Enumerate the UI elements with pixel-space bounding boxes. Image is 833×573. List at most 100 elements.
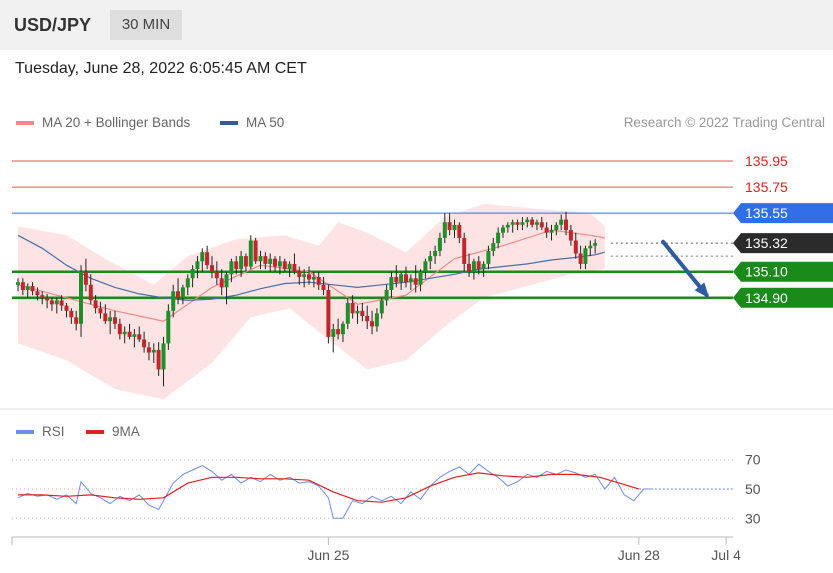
- candle-body: [137, 334, 142, 340]
- rsi-tick-label: 50: [745, 481, 761, 497]
- candle-body: [578, 253, 583, 264]
- candle-body: [481, 263, 486, 270]
- rsi-line: [17, 463, 654, 519]
- candle-body: [273, 258, 277, 267]
- timestamp: Tuesday, June 28, 2022 6:05:45 AM CET: [15, 60, 307, 77]
- candle-body: [345, 303, 350, 324]
- level-label-box: [733, 233, 833, 254]
- forecast-arrow: [661, 239, 709, 298]
- candle-body: [457, 224, 462, 238]
- candle-body: [224, 274, 229, 288]
- candle-body: [452, 224, 457, 231]
- candle-body: [374, 313, 379, 327]
- candle-body: [146, 347, 151, 353]
- candle-body: [234, 261, 239, 270]
- rsi-tick-label: 70: [745, 452, 761, 468]
- candle-body: [462, 237, 467, 264]
- candle-body: [229, 261, 234, 275]
- candle-body: [40, 295, 45, 298]
- candle-body: [214, 271, 219, 279]
- candle-body: [389, 277, 394, 290]
- candle-body: [176, 291, 180, 298]
- candle-body: [554, 224, 559, 231]
- candle-body: [486, 250, 491, 264]
- candle-body: [25, 286, 30, 290]
- level-label: 135.10: [745, 264, 788, 280]
- candle-body: [442, 222, 447, 238]
- candle-body: [20, 282, 25, 290]
- candle-body: [88, 284, 93, 301]
- ma20-line: [17, 229, 605, 322]
- level-label: 134.90: [745, 290, 788, 306]
- candle-body: [360, 310, 365, 316]
- candle-body: [428, 256, 433, 262]
- candle-body: [573, 240, 578, 254]
- candle-body: [103, 313, 108, 322]
- panel-divider: [0, 408, 833, 410]
- candle-body: [423, 261, 428, 272]
- candle-body: [190, 269, 195, 279]
- candle-body: [559, 219, 564, 225]
- candle-body: [399, 274, 404, 283]
- level-label: 135.95: [745, 153, 788, 169]
- candle-body: [370, 321, 374, 327]
- candle-body: [195, 261, 200, 270]
- candle-body: [45, 297, 50, 301]
- candle-body: [583, 248, 588, 264]
- candle-body: [122, 331, 127, 335]
- candle-body: [476, 261, 481, 270]
- symbol-title: USD/JPY: [14, 15, 92, 35]
- candle-body: [564, 219, 568, 230]
- candle-body: [355, 310, 360, 314]
- candle-body: [292, 263, 297, 272]
- candle-body: [243, 256, 248, 267]
- candle-body: [568, 230, 573, 241]
- candle-body: [151, 349, 156, 353]
- candle-body: [384, 290, 389, 301]
- candle-body: [413, 278, 418, 285]
- candle-body: [350, 303, 355, 314]
- candle-body: [326, 290, 331, 337]
- x-tick-label: Jul 4: [711, 547, 741, 563]
- candle-body: [447, 222, 452, 230]
- candle-body: [496, 232, 501, 244]
- candle-body: [588, 245, 593, 249]
- candle-body: [287, 263, 292, 270]
- candle-body: [132, 334, 137, 337]
- legend-9ma: 9MA: [86, 424, 140, 439]
- candle-body: [98, 308, 103, 314]
- ma50-line: [17, 234, 605, 302]
- candle-body: [268, 258, 273, 264]
- candle-body: [331, 329, 336, 337]
- candle-body: [277, 261, 282, 267]
- legend-ma50-label: MA 50: [246, 115, 285, 130]
- bollinger-band: [18, 204, 605, 400]
- candle-body: [156, 349, 161, 370]
- candle-body: [297, 271, 302, 277]
- candle-body: [185, 278, 190, 288]
- candle-body: [307, 274, 311, 280]
- candle-body: [408, 278, 413, 283]
- candle-body: [539, 222, 544, 228]
- x-tick-label: Jun 28: [618, 547, 660, 563]
- rsi-tick-label: 30: [745, 510, 761, 526]
- candle-body: [471, 261, 476, 272]
- candle-body: [544, 227, 549, 233]
- candle-body: [491, 243, 496, 251]
- candle-body: [515, 222, 520, 225]
- candle-body: [263, 256, 268, 264]
- candle-body: [365, 316, 370, 322]
- candle-body: [180, 287, 185, 298]
- candle-body: [501, 227, 505, 233]
- candle-body: [340, 323, 345, 335]
- candle-body: [59, 300, 64, 306]
- candle-body: [258, 256, 263, 262]
- legend-rsi-swatch: [16, 430, 34, 435]
- level-label-box: [733, 287, 833, 308]
- candle-body: [79, 271, 83, 324]
- candle-body: [505, 224, 510, 228]
- candle-body: [534, 222, 539, 225]
- candle-body: [282, 261, 287, 270]
- timeframe-button[interactable]: 30 MIN: [110, 10, 182, 40]
- candle-body: [64, 305, 69, 311]
